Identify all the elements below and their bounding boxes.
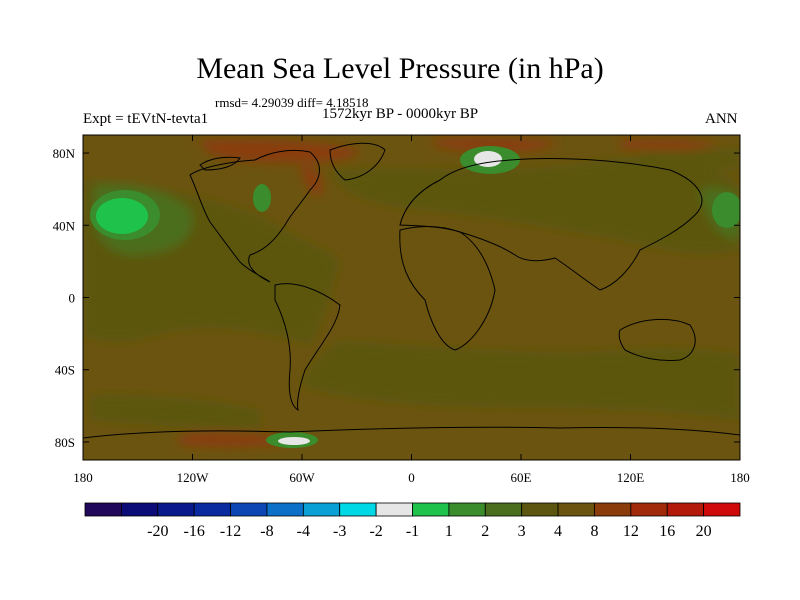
coast-eurasia	[399, 157, 703, 291]
x-tick-label: 120E	[617, 470, 645, 485]
experiment-label: Expt = tEVtN-tevta1	[83, 111, 209, 127]
colorbar-box	[412, 502, 450, 517]
colorbar-box	[266, 502, 304, 517]
field-red-scandinavia	[430, 137, 560, 153]
x-tick-label: 60W	[289, 470, 315, 485]
colorbar-label: -3	[333, 523, 346, 540]
field-olive-south-pacific	[90, 394, 260, 430]
field-white-scandinavia	[474, 151, 502, 167]
y-tick-label: 40N	[53, 218, 76, 233]
x-tick-label: 0	[408, 470, 415, 485]
coast-antarctica	[83, 426, 740, 439]
x-tick-label: 120W	[177, 470, 210, 485]
coast-australia	[618, 318, 696, 361]
colorbar-box	[484, 502, 523, 517]
coast-north-america	[189, 149, 320, 283]
field-red-siberia	[620, 139, 720, 151]
map-title: Mean Sea Level Pressure (in hPa)	[196, 52, 604, 85]
y-tick-label: 0	[69, 291, 76, 306]
colorbar-label: -1	[406, 523, 419, 540]
colorbar-box	[84, 502, 122, 517]
field-red-canada	[200, 139, 360, 163]
colorbar-label: -4	[297, 523, 310, 540]
colorbar-label: 8	[590, 523, 598, 540]
pressure-field	[83, 135, 740, 460]
colorbar-box	[302, 502, 341, 517]
colorbar-box	[157, 502, 195, 517]
field-green-eastpacific	[712, 192, 740, 228]
colorbar-box	[193, 502, 231, 517]
colorbar-box	[120, 502, 159, 517]
colorbar-label: -16	[184, 523, 205, 540]
colorbar-box	[230, 502, 268, 517]
axis-ticks: 180 120W 60W 0 60E 120E 180 80N 40N 0 40S 80S	[53, 135, 750, 485]
x-tick-label: 180	[730, 470, 750, 485]
colorbar-box	[339, 502, 377, 517]
coast-arctic-islands	[199, 156, 241, 171]
x-tick-label: 180	[73, 470, 93, 485]
y-tick-label: 40S	[55, 363, 75, 378]
colorbar-label: -20	[147, 523, 168, 540]
colorbar-box	[594, 502, 632, 517]
colorbar-box	[521, 502, 559, 517]
rmsd-diff-stats: rmsd= 4.29039 diff= 4.18518	[215, 95, 369, 110]
colorbar-label: -8	[260, 523, 273, 540]
field-red-greenland	[300, 165, 323, 196]
field-white-antarctic	[278, 437, 310, 445]
colorbar-label: 1	[445, 523, 453, 540]
colorbar-label: 16	[659, 523, 675, 540]
colorbar-box	[666, 502, 705, 517]
field-green-america	[253, 184, 271, 212]
y-tick-label: 80N	[53, 146, 76, 161]
colorbar-label: 12	[623, 523, 639, 540]
colorbar: -20 -16 -12 -8 -4 -3 -2 -1 1 2 3 4 8 12 16 20	[84, 502, 741, 540]
colorbar-label: 4	[554, 523, 562, 540]
colorbar-box	[630, 502, 668, 517]
field-olive-southern	[300, 340, 740, 420]
coast-south-america	[274, 283, 341, 412]
colorbar-box	[375, 502, 413, 517]
coastlines	[83, 142, 740, 439]
y-tick-label: 80S	[55, 435, 75, 450]
colorbar-box	[557, 502, 595, 517]
field-olive-north	[330, 157, 740, 255]
season-label: ANN	[705, 111, 738, 127]
field-brightgreen-pacific	[96, 198, 148, 234]
colorbar-label: 20	[696, 523, 712, 540]
coast-greenland	[329, 142, 386, 181]
colorbar-label: -2	[369, 523, 382, 540]
colorbar-box	[703, 502, 741, 517]
colorbar-label: 3	[518, 523, 526, 540]
colorbar-box	[448, 502, 486, 517]
colorbar-label: 2	[481, 523, 489, 540]
x-tick-label: 60E	[511, 470, 532, 485]
period-label: 1572kyr BP - 0000kyr BP	[322, 106, 479, 122]
colorbar-label: -12	[220, 523, 241, 540]
